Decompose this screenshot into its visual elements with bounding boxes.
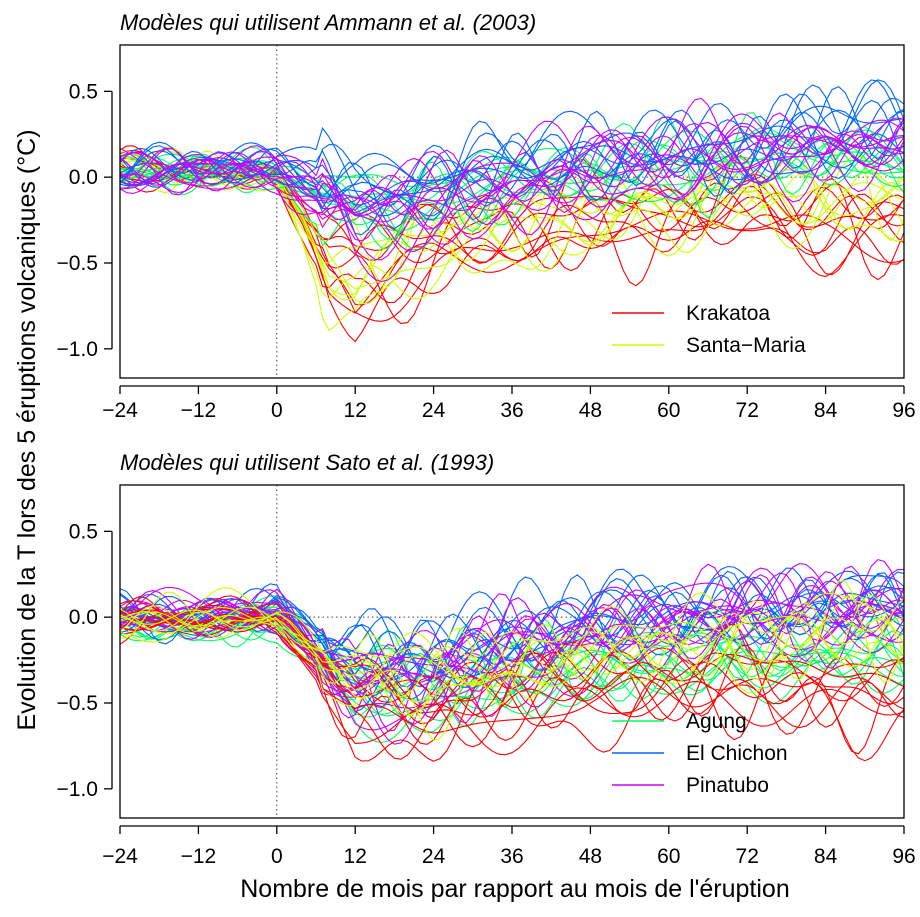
x-tick-label: 84 <box>814 399 838 422</box>
y-tick-label: −1.0 <box>57 778 98 801</box>
series-line-model-5 <box>120 611 904 716</box>
x-tick-label: 36 <box>500 399 523 422</box>
y-tick-label: −0.5 <box>57 252 98 275</box>
series-line-pinatubo <box>120 568 904 674</box>
series-line-model-4 <box>120 85 904 230</box>
x-tick-label: 72 <box>736 399 759 422</box>
x-tick-label: 72 <box>736 845 759 868</box>
chart-panel-2: Modèles qui utilisent Sato et al. (1993)… <box>57 450 916 868</box>
plot-frame <box>119 44 905 379</box>
series-line-model-5 <box>120 610 904 698</box>
y-tick-label: 0.0 <box>69 166 98 189</box>
series-line-agung <box>120 606 904 699</box>
legend-label: El Chichon <box>686 742 788 765</box>
series-line-agung <box>120 602 904 744</box>
legend: Agung El Chichon Pinatubo <box>612 710 788 797</box>
legend-label: Santa−Maria <box>686 334 806 357</box>
series-line-pinatubo <box>120 558 904 724</box>
series-group <box>120 485 904 818</box>
plot-frame <box>119 484 905 819</box>
series-line-model-5 <box>120 580 904 719</box>
series-line-model-5 <box>120 117 904 240</box>
series-line-santa-maria <box>120 133 904 288</box>
series-line-santa-maria <box>120 155 904 300</box>
x-tick-label: 0 <box>271 399 283 422</box>
x-tick-label: 36 <box>500 845 523 868</box>
x-tick-label: 24 <box>422 399 446 422</box>
series-line-model-4 <box>120 608 904 748</box>
series-line-krakatoa <box>120 158 904 325</box>
y-tick-label: −1.0 <box>57 338 98 361</box>
y-tick-label: 0.5 <box>69 80 98 103</box>
chart-title: Modèles qui utilisent Sato et al. (1993) <box>120 450 494 475</box>
series-line-model-5 <box>120 122 904 230</box>
legend-label: Agung <box>686 710 747 733</box>
x-axis: −24 −12 0 12 24 36 48 60 72 84 96 <box>102 385 916 422</box>
x-tick-label: 0 <box>271 845 283 868</box>
chart-title: Modèles qui utilisent Ammann et al. (200… <box>120 10 536 35</box>
x-tick-label: −24 <box>102 399 138 422</box>
series-line-model-5 <box>120 594 904 703</box>
x-tick-label: 60 <box>657 399 680 422</box>
chart-panel-1: Modèles qui utilisent Ammann et al. (200… <box>57 10 916 422</box>
y-tick-label: 0.0 <box>69 606 98 629</box>
legend-label: Krakatoa <box>686 302 770 325</box>
series-line-model-5 <box>120 121 904 223</box>
x-tick-label: 84 <box>814 845 838 868</box>
series-line-santa-maria <box>120 150 904 296</box>
legend: Krakatoa Santa−Maria <box>612 302 806 357</box>
chart-panels: Modèles qui utilisent Ammann et al. (200… <box>57 10 916 868</box>
x-tick-label: 48 <box>579 845 602 868</box>
x-tick-label: 12 <box>344 845 367 868</box>
series-line-model-5 <box>120 591 904 741</box>
series-line-model-5 <box>120 122 904 242</box>
series-line-model-4 <box>120 609 904 718</box>
y-axis-label: Evolution de la T lors des 5 éruptions v… <box>13 129 41 730</box>
series-line-model-5 <box>120 597 904 699</box>
y-axis: −1.0 −0.5 0.0 0.5 <box>57 80 113 361</box>
series-line-model-4 <box>120 109 904 214</box>
x-tick-label: 24 <box>422 845 446 868</box>
series-line-model-5 <box>120 126 904 221</box>
x-axis-label: Nombre de mois par rapport au mois de l'… <box>240 875 790 903</box>
x-tick-label: −12 <box>181 845 217 868</box>
series-line-pinatubo <box>120 565 904 690</box>
y-tick-label: 0.5 <box>69 520 98 543</box>
series-line-model-5 <box>120 125 904 245</box>
x-tick-label: −12 <box>181 399 217 422</box>
series-line-model-5 <box>120 592 904 683</box>
series-line-model-5 <box>120 97 904 230</box>
series-line-model-4 <box>120 603 904 725</box>
series-group <box>120 45 904 378</box>
series-line-model-4 <box>120 611 904 760</box>
series-line-model-5 <box>120 118 904 229</box>
series-line-santa-maria <box>120 157 904 290</box>
x-tick-label: 96 <box>892 399 915 422</box>
legend-label: Pinatubo <box>686 774 769 797</box>
x-tick-label: 96 <box>892 845 915 868</box>
x-tick-label: −24 <box>102 845 138 868</box>
x-tick-label: 48 <box>579 399 602 422</box>
y-tick-label: −0.5 <box>57 692 98 715</box>
series-line-model-5 <box>120 121 904 215</box>
x-axis: −24 −12 0 12 24 36 48 60 72 84 96 <box>102 825 916 868</box>
x-tick-label: 12 <box>344 399 367 422</box>
series-line-model-3 <box>120 112 904 249</box>
x-tick-label: 60 <box>657 845 680 868</box>
series-line-krakatoa <box>120 164 904 264</box>
series-line-model-5 <box>120 587 904 707</box>
y-axis: −1.0 −0.5 0.0 0.5 <box>57 520 113 801</box>
